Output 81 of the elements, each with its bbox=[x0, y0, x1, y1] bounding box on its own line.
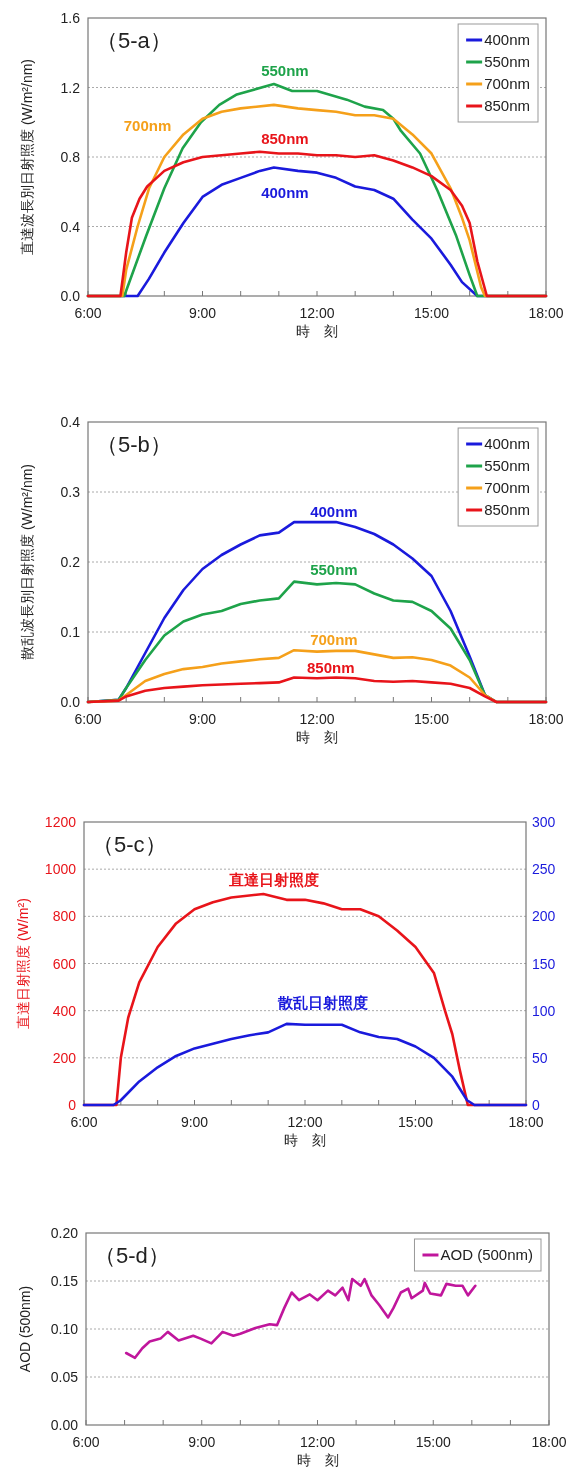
text: （5-c） bbox=[92, 832, 167, 857]
y-tick-label: 200 bbox=[52, 1049, 77, 1066]
x-tick-label: 6:00 bbox=[72, 1434, 100, 1450]
y-axis-title: 散乱波長別日射照度 (W/m²/nm) bbox=[19, 464, 35, 660]
text: （5-b） bbox=[96, 432, 172, 457]
legend-label: AOD (500nm) bbox=[440, 1246, 533, 1263]
x-tick-label: 9:00 bbox=[188, 1434, 216, 1450]
y-tick-label: 0.8 bbox=[60, 149, 81, 165]
annotation: 700nm bbox=[310, 631, 358, 649]
y2-tick-label: 200 bbox=[532, 908, 556, 925]
x-axis-title: 時 刻 bbox=[296, 323, 338, 339]
y-tick-label: 600 bbox=[52, 955, 77, 972]
annotation: 700nm bbox=[123, 117, 172, 135]
x-tick-label: 18:00 bbox=[531, 1434, 567, 1450]
x-tick-label: 12:00 bbox=[299, 305, 335, 321]
legend-label: 700nm bbox=[484, 75, 530, 92]
x-tick-label: 9:00 bbox=[180, 1114, 209, 1130]
x-tick-label: 6:00 bbox=[74, 305, 102, 321]
legend-label: 700nm bbox=[484, 479, 530, 496]
annotation: 550nm bbox=[261, 61, 309, 79]
y-tick-label: 1000 bbox=[44, 861, 77, 878]
y2-tick-label: 250 bbox=[532, 861, 556, 878]
y-tick-label: 0.0 bbox=[60, 694, 81, 710]
y2-tick-label: 100 bbox=[532, 1002, 556, 1019]
y-tick-label: 0.05 bbox=[50, 1369, 79, 1385]
legend-label: 850nm bbox=[484, 501, 530, 518]
x-tick-label: 12:00 bbox=[287, 1114, 323, 1130]
x-axis-title: 時 刻 bbox=[296, 1452, 339, 1468]
y-tick-label: 400 bbox=[52, 1002, 77, 1019]
y-tick-label: 0.15 bbox=[50, 1273, 79, 1289]
y-tick-label: 0.1 bbox=[60, 624, 81, 640]
legend: AOD (500nm) bbox=[413, 1238, 542, 1272]
y-tick-label: 0.2 bbox=[60, 554, 81, 570]
y-tick-label: 1.6 bbox=[60, 10, 81, 26]
legend-label: 400nm bbox=[484, 435, 530, 452]
x-tick-label: 18:00 bbox=[528, 711, 564, 727]
legend-label: 850nm bbox=[484, 97, 530, 114]
y2-tick-label: 150 bbox=[532, 955, 556, 972]
annotation: 850nm bbox=[261, 129, 309, 147]
annotation: 850nm bbox=[306, 659, 355, 677]
y2-tick-label: 0 bbox=[532, 1097, 540, 1113]
y-axis-title: AOD (500nm) bbox=[17, 1285, 33, 1373]
y-tick-label: 1.2 bbox=[60, 79, 81, 96]
y-axis-title: 直達日射照度 (W/m²) bbox=[15, 898, 31, 1029]
legend-label: 550nm bbox=[484, 53, 530, 70]
x-tick-label: 18:00 bbox=[528, 305, 564, 321]
x-axis-title: 時 刻 bbox=[284, 1132, 326, 1148]
x-tick-label: 12:00 bbox=[299, 1434, 336, 1450]
annotation: 400nm bbox=[310, 502, 358, 520]
annotation: 550nm bbox=[310, 561, 358, 579]
x-tick-label: 12:00 bbox=[299, 711, 335, 727]
x-tick-label: 15:00 bbox=[413, 711, 450, 727]
annotation: 散乱日射照度 bbox=[276, 994, 368, 1012]
annotation: 直達日射照度 bbox=[228, 871, 320, 889]
x-tick-label: 15:00 bbox=[415, 1434, 451, 1450]
y-tick-label: 800 bbox=[52, 908, 77, 925]
x-tick-label: 15:00 bbox=[397, 1114, 434, 1130]
y-tick-label: 0.0 bbox=[60, 288, 81, 304]
y2-tick-label: 300 bbox=[532, 814, 556, 830]
y2-tick-label: 50 bbox=[532, 1049, 548, 1066]
y-tick-label: 0.3 bbox=[60, 484, 81, 500]
y-tick-label: 0 bbox=[68, 1097, 77, 1113]
y-tick-label: 0.10 bbox=[50, 1321, 79, 1337]
x-tick-label: 9:00 bbox=[188, 711, 217, 727]
x-tick-label: 6:00 bbox=[70, 1114, 98, 1130]
x-tick-label: 6:00 bbox=[74, 711, 102, 727]
annotation: 400nm bbox=[261, 184, 309, 202]
y-tick-label: 1200 bbox=[44, 814, 77, 830]
y-tick-label: 0.00 bbox=[50, 1417, 79, 1433]
x-tick-label: 18:00 bbox=[508, 1114, 544, 1130]
text: （5-d） bbox=[94, 1243, 170, 1268]
x-tick-label: 15:00 bbox=[413, 305, 450, 321]
y-tick-label: 0.20 bbox=[50, 1225, 79, 1241]
y-axis-title: 直達波長別日射照度 (W/m²/nm) bbox=[19, 59, 35, 255]
legend-label: 400nm bbox=[484, 31, 530, 48]
text: （5-a） bbox=[96, 28, 172, 53]
y-tick-label: 0.4 bbox=[60, 414, 81, 430]
legend-label: 550nm bbox=[484, 457, 530, 474]
x-tick-label: 9:00 bbox=[188, 305, 217, 321]
x-axis-title: 時 刻 bbox=[296, 729, 338, 745]
y-tick-label: 0.4 bbox=[60, 218, 81, 235]
